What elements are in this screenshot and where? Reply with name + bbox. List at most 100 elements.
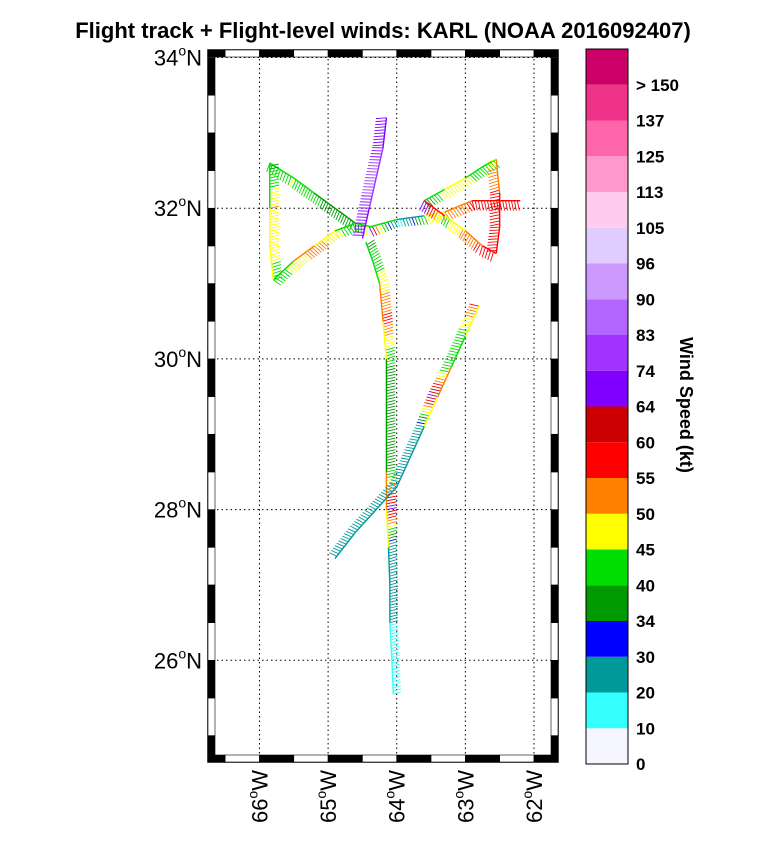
track-segment (269, 163, 283, 281)
wind-barb (516, 200, 520, 211)
wind-barb (444, 358, 455, 362)
wind-barb (269, 181, 280, 185)
track-line (482, 158, 497, 168)
colorbar-tick-label: 105 (636, 219, 664, 238)
wind-barb (389, 585, 399, 589)
colorbar-tick-label: 90 (636, 290, 655, 309)
wind-barb (391, 657, 400, 661)
border-segment-left (207, 584, 216, 623)
wind-barb (384, 487, 393, 492)
wind-barb (386, 365, 396, 369)
wind-barb (426, 396, 437, 400)
wind-barb (381, 303, 392, 308)
wind-barb (397, 465, 406, 469)
wind-barb (286, 266, 295, 274)
wind-barb (435, 212, 441, 222)
track-line (444, 215, 466, 232)
wind-barb (386, 504, 397, 508)
wind-barb (435, 377, 446, 381)
wind-barb (386, 379, 396, 383)
border-segment-top (533, 49, 559, 58)
wind-barb (350, 525, 358, 531)
colorbar-cell (586, 335, 628, 371)
wind-barb (337, 229, 344, 239)
wind-barb (389, 582, 399, 586)
wind-barb (381, 223, 387, 233)
wind-barb (414, 216, 419, 226)
wind-barb (386, 402, 396, 406)
border-segment-right (550, 509, 559, 548)
wind-barb (408, 441, 417, 444)
border-segment-bottom (499, 754, 535, 763)
track-line (450, 336, 466, 367)
wind-barb (489, 189, 500, 194)
wind-barb (386, 492, 397, 496)
wind-barb (487, 168, 498, 172)
wind-barb (423, 215, 429, 225)
wind-barb (334, 230, 341, 240)
colorbar-tick-label: 40 (636, 576, 655, 595)
wind-barb (291, 179, 297, 189)
wind-barb (433, 210, 439, 220)
wind-barb (389, 620, 398, 624)
wind-barb (469, 303, 480, 307)
wind-barb (354, 521, 362, 526)
wind-barb (434, 380, 445, 384)
wind-barb (269, 193, 280, 197)
wind-barb (425, 399, 436, 403)
wind-barb (419, 200, 425, 211)
wind-barb (471, 200, 475, 211)
wind-barb (428, 197, 436, 206)
border-segment-right (550, 659, 559, 699)
colorbar-tick-label: 34 (636, 612, 655, 631)
wind-barb (387, 529, 397, 534)
wind-barb (386, 411, 396, 415)
wind-barb (269, 243, 280, 247)
wind-barb (269, 166, 279, 170)
wind-barb (427, 393, 439, 398)
wind-barb (269, 237, 280, 241)
wind-barb (386, 495, 397, 499)
border-segment-top (327, 49, 363, 58)
wind-barb (391, 651, 400, 655)
wind-barb (489, 220, 500, 224)
wind-barb (463, 203, 470, 213)
colorbar-cell (586, 549, 628, 586)
wind-barb (464, 314, 475, 318)
wind-barb (442, 217, 448, 227)
y-tick-label: 32oN (154, 193, 202, 221)
wind-barb (386, 446, 396, 450)
wind-barb (466, 236, 473, 246)
wind-barb (375, 117, 387, 120)
wind-barb (445, 218, 450, 228)
wind-barb (443, 361, 453, 365)
wind-barb (272, 267, 282, 271)
wind-barb (387, 521, 397, 525)
border-segment-right (550, 396, 559, 435)
wind-barb (372, 500, 381, 506)
wind-barb (390, 642, 400, 647)
wind-barb (388, 559, 398, 563)
wind-barb (451, 223, 457, 234)
wind-barb (410, 435, 420, 439)
wind-barb (392, 669, 401, 674)
wind-barb (287, 176, 292, 186)
border-segment-right (550, 207, 559, 247)
wind-barb (389, 561, 398, 566)
wind-barb (269, 211, 280, 215)
track-segment (419, 200, 497, 262)
wind-barb (414, 427, 424, 430)
wind-barb (488, 177, 499, 182)
track-line (423, 200, 446, 217)
wind-barb (389, 567, 398, 571)
wind-barb (367, 242, 376, 248)
wind-barb (387, 484, 395, 490)
wind-barb (449, 222, 455, 232)
wind-barb (510, 200, 514, 211)
colorbar-tick-label: 0 (636, 755, 645, 774)
wind-barb (488, 238, 499, 240)
wind-barb (349, 221, 354, 231)
track-line (495, 226, 501, 254)
wind-barb (387, 535, 397, 540)
wind-barb (375, 123, 386, 126)
